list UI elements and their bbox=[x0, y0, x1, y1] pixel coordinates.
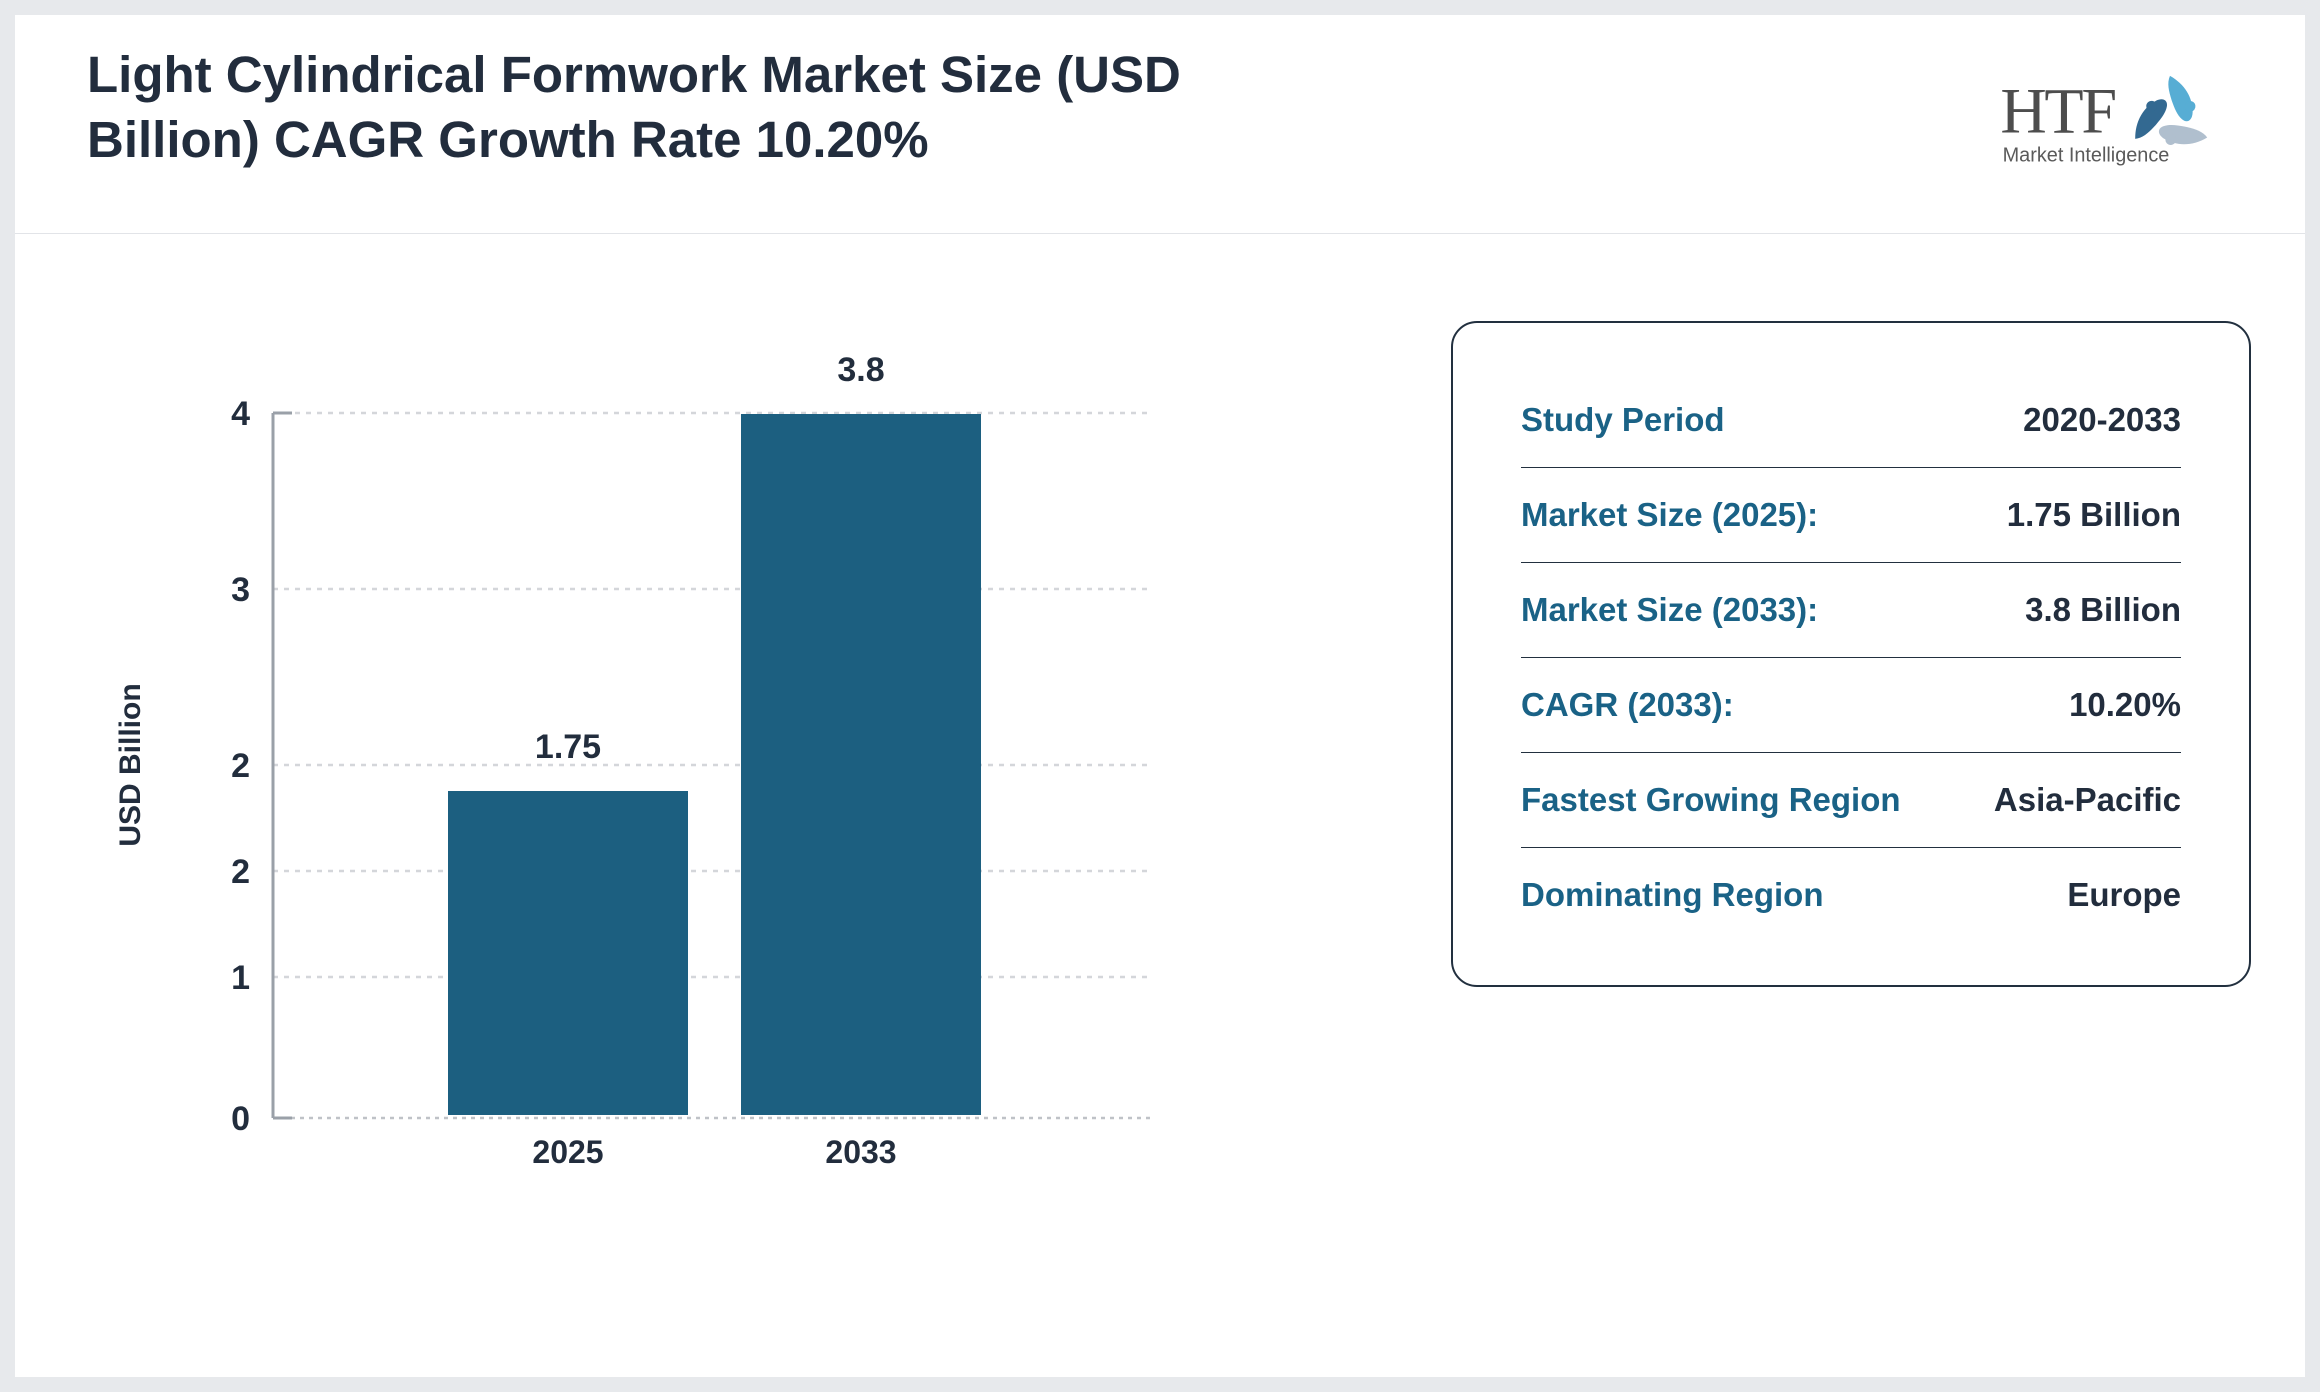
svg-text:2025: 2025 bbox=[532, 1134, 603, 1170]
svg-text:1: 1 bbox=[231, 959, 250, 997]
svg-text:0: 0 bbox=[231, 1100, 250, 1138]
svg-text:2: 2 bbox=[231, 853, 250, 891]
svg-text:2: 2 bbox=[231, 747, 250, 785]
svg-text:Market Intelligence: Market Intelligence bbox=[2003, 145, 2170, 167]
svg-text:4: 4 bbox=[231, 395, 250, 433]
svg-text:USD Billion: USD Billion bbox=[114, 683, 147, 846]
svg-text:2033: 2033 bbox=[825, 1134, 896, 1170]
svg-text:1.75: 1.75 bbox=[535, 728, 601, 766]
svg-text:3.8: 3.8 bbox=[837, 351, 884, 389]
svg-text:HTF: HTF bbox=[2000, 76, 2115, 147]
svg-text:3: 3 bbox=[231, 571, 250, 609]
